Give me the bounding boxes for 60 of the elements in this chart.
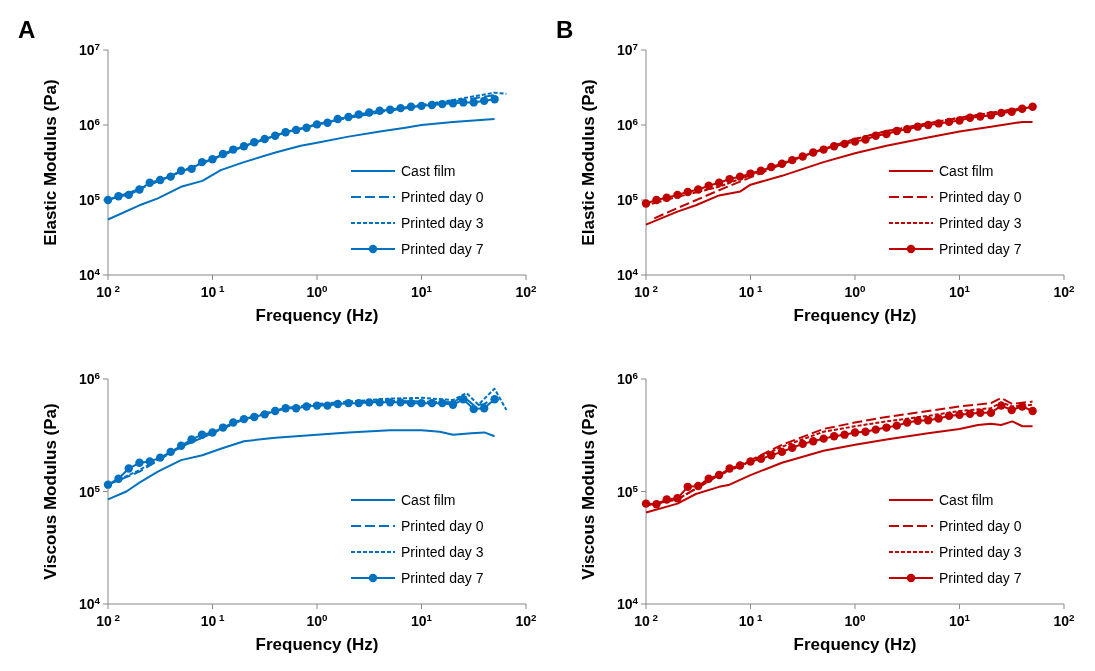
chart-title: A (18, 16, 36, 43)
x-tick-label: 10$^{0}$ (306, 282, 329, 300)
x-tick-label: 10 $^{2}$ (96, 611, 121, 629)
legend-label: Cast film (939, 492, 994, 508)
legend-label: Cast film (401, 492, 456, 508)
x-tick-label: 10$^{2}$ (1053, 611, 1076, 629)
legend-label: Printed day 3 (939, 215, 1022, 231)
x-tick-label: 10 $^{2}$ (634, 282, 659, 300)
legend-label: Printed day 0 (401, 189, 484, 205)
x-tick-label: 10$^{2}$ (515, 611, 538, 629)
y-tick-label: 10$^{5}$ (616, 482, 639, 500)
y-tick-label: 10$^{4}$ (616, 265, 639, 283)
x-tick-label: 10$^{2}$ (1053, 282, 1076, 300)
legend-label: Cast film (401, 163, 456, 179)
legend-label: Printed day 7 (939, 570, 1022, 586)
y-tick-label: 10$^{5}$ (616, 190, 639, 208)
y-axis-title: Elastic Modulus (Pa) (579, 79, 598, 246)
y-tick-label: 10$^{7}$ (616, 40, 639, 58)
y-tick-label: 10$^{6}$ (616, 115, 639, 133)
x-tick-label: 10 $^{1}$ (200, 282, 225, 300)
x-axis-title: Frequency (Hz) (793, 635, 917, 654)
y-tick-label: 10$^{5}$ (78, 190, 101, 208)
legend-label: Printed day 3 (401, 215, 484, 231)
y-tick-label: 10$^{7}$ (78, 40, 101, 58)
legend-label: Cast film (939, 163, 994, 179)
y-axis-title: Viscous Modulus (Pa) (41, 403, 60, 580)
x-tick-label: 10$^{1}$ (410, 611, 433, 629)
x-tick-label: 10 $^{2}$ (634, 611, 659, 629)
legend-label: Printed day 0 (939, 189, 1022, 205)
x-axis-title: Frequency (Hz) (793, 306, 917, 325)
legend-label: Printed day 7 (939, 241, 1022, 257)
y-axis-title: Elastic Modulus (Pa) (41, 79, 60, 246)
x-tick-label: 10 $^{1}$ (738, 282, 763, 300)
y-axis-title: Viscous Modulus (Pa) (579, 403, 598, 580)
x-tick-label: 10$^{1}$ (948, 611, 971, 629)
chart-title: B (556, 16, 574, 43)
x-tick-label: 10$^{0}$ (306, 611, 329, 629)
x-tick-label: 10 $^{1}$ (200, 611, 225, 629)
x-tick-label: 10$^{1}$ (948, 282, 971, 300)
y-tick-label: 10$^{6}$ (78, 115, 101, 133)
x-tick-label: 10$^{1}$ (410, 282, 433, 300)
legend-label: Printed day 3 (939, 544, 1022, 560)
y-tick-label: 10$^{6}$ (78, 369, 101, 387)
x-tick-label: 10 $^{2}$ (96, 282, 121, 300)
y-tick-label: 10$^{4}$ (78, 265, 101, 283)
legend-label: Printed day 0 (939, 518, 1022, 534)
x-tick-label: 10$^{0}$ (844, 611, 867, 629)
y-tick-label: 10$^{4}$ (616, 594, 639, 612)
legend-label: Printed day 0 (401, 518, 484, 534)
y-tick-label: 10$^{5}$ (78, 482, 101, 500)
legend-label: Printed day 7 (401, 241, 484, 257)
x-axis-title: Frequency (Hz) (255, 635, 379, 654)
x-axis-title: Frequency (Hz) (255, 306, 379, 325)
x-tick-label: 10 $^{1}$ (738, 611, 763, 629)
legend-label: Printed day 7 (401, 570, 484, 586)
y-tick-label: 10$^{6}$ (616, 369, 639, 387)
y-tick-label: 10$^{4}$ (78, 594, 101, 612)
x-tick-label: 10$^{0}$ (844, 282, 867, 300)
x-tick-label: 10$^{2}$ (515, 282, 538, 300)
legend-label: Printed day 3 (401, 544, 484, 560)
